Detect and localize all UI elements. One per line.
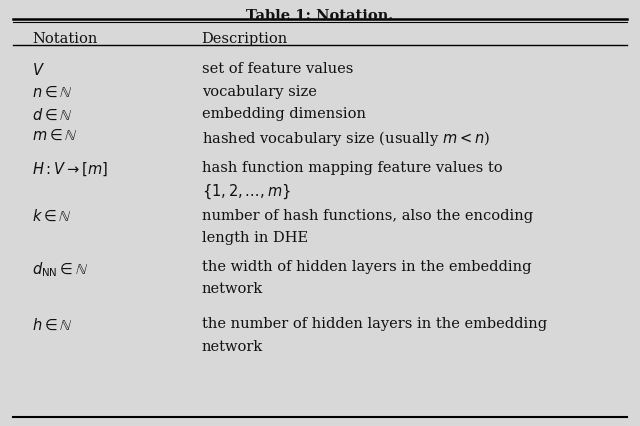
Text: vocabulary size: vocabulary size — [202, 85, 316, 99]
Text: network: network — [202, 282, 263, 296]
Text: hashed vocabulary size (usually $m < n$): hashed vocabulary size (usually $m < n$) — [202, 129, 490, 148]
Text: Table 1: Notation.: Table 1: Notation. — [246, 9, 394, 23]
Text: $\{1, 2, \ldots, m\}$: $\{1, 2, \ldots, m\}$ — [202, 183, 291, 201]
Text: the number of hidden layers in the embedding: the number of hidden layers in the embed… — [202, 317, 547, 331]
Text: number of hash functions, also the encoding: number of hash functions, also the encod… — [202, 209, 532, 223]
Text: embedding dimension: embedding dimension — [202, 107, 365, 121]
Text: Description: Description — [202, 32, 288, 46]
Text: network: network — [202, 340, 263, 354]
Text: hash function mapping feature values to: hash function mapping feature values to — [202, 161, 502, 175]
Text: length in DHE: length in DHE — [202, 231, 308, 245]
Text: $m \in \mathbb{N}$: $m \in \mathbb{N}$ — [32, 129, 77, 144]
Text: $d_{\mathrm{NN}} \in \mathbb{N}$: $d_{\mathrm{NN}} \in \mathbb{N}$ — [32, 260, 88, 279]
Text: $H : V \rightarrow [m]$: $H : V \rightarrow [m]$ — [32, 161, 108, 178]
Text: $k \in \mathbb{N}$: $k \in \mathbb{N}$ — [32, 209, 72, 224]
Text: $h \in \mathbb{N}$: $h \in \mathbb{N}$ — [32, 317, 73, 333]
Text: $d \in \mathbb{N}$: $d \in \mathbb{N}$ — [32, 107, 73, 123]
Text: set of feature values: set of feature values — [202, 62, 353, 76]
Text: Notation: Notation — [32, 32, 97, 46]
Text: $V$: $V$ — [32, 62, 45, 78]
Text: the width of hidden layers in the embedding: the width of hidden layers in the embedd… — [202, 260, 531, 274]
Text: $n \in \mathbb{N}$: $n \in \mathbb{N}$ — [32, 85, 73, 100]
